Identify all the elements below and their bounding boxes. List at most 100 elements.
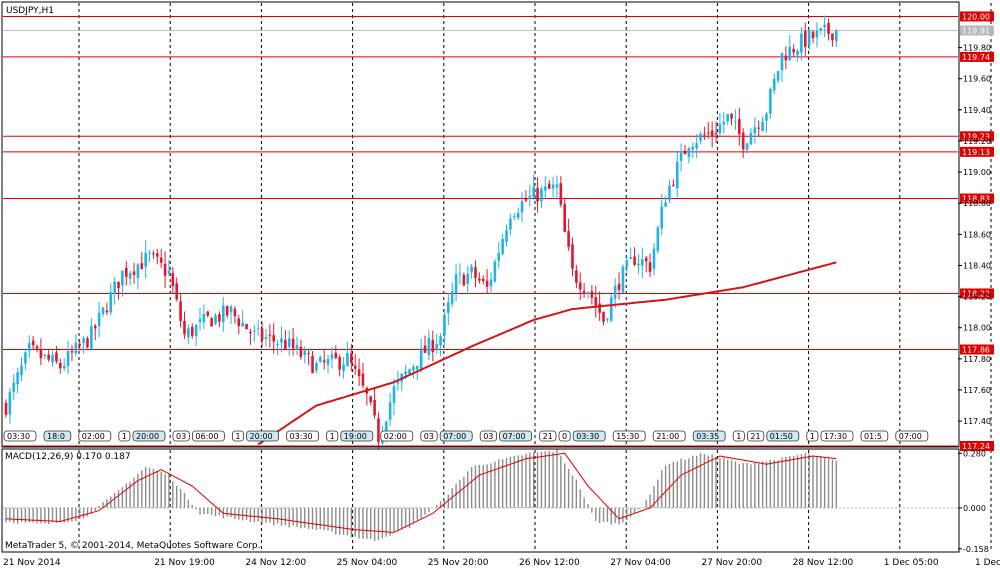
candle-body: [613, 285, 617, 299]
candle-body: [117, 281, 120, 289]
level-label: 119.74: [962, 53, 990, 62]
candle-body: [299, 347, 303, 357]
y-tick-label: 118.00: [963, 324, 991, 333]
candle-body: [12, 382, 16, 392]
event-badge-label: 03: [483, 432, 493, 441]
candle-body: [559, 183, 563, 205]
candle-body: [70, 351, 74, 353]
candle-body: [664, 202, 667, 207]
candle-body: [78, 343, 82, 346]
candle-body: [74, 342, 78, 354]
candle-body: [179, 301, 182, 321]
event-badge: [895, 430, 929, 442]
event-badge: [766, 430, 800, 442]
candle-body: [447, 302, 450, 314]
macd-panel: 0.280 0.000 -0.158: [3, 449, 989, 554]
event-badge-label: 20:00: [136, 432, 159, 441]
candle-body: [392, 386, 396, 403]
event-badge: [231, 430, 244, 442]
candle-body: [27, 343, 31, 352]
candle-body: [745, 143, 749, 150]
candle-body: [757, 127, 761, 129]
event-badge: [3, 430, 37, 442]
candle-body: [237, 318, 241, 327]
candle-body: [656, 227, 660, 252]
candle-body: [815, 30, 819, 38]
candle-body: [811, 31, 815, 39]
candle-body: [726, 114, 729, 122]
macd-tick-label: 0.000: [963, 504, 986, 513]
event-badge-label: 17:30: [824, 432, 847, 441]
candle-body: [788, 46, 792, 60]
y-tick-label: 118.80: [963, 199, 991, 208]
event-badge-label: 21:00: [656, 432, 679, 441]
event-badge: [420, 430, 438, 442]
candle-body: [214, 315, 217, 324]
event-badge-label: 01:5: [864, 432, 882, 441]
candle-body: [194, 324, 198, 337]
x-tick-label: 28 Nov 12:00: [793, 558, 854, 568]
candle-body: [276, 343, 279, 345]
x-tick-label: 27 Nov 04:00: [610, 558, 671, 568]
candle-body: [497, 253, 501, 261]
event-badge: [820, 430, 854, 442]
candle-body: [43, 354, 47, 356]
event-badge-label: 0: [562, 432, 567, 441]
event-badge: [558, 430, 571, 442]
y-tick-label: 119.80: [963, 44, 991, 53]
candle-body: [668, 185, 671, 201]
candle-body: [703, 134, 706, 136]
candle-body: [633, 256, 636, 265]
candle-body: [144, 252, 147, 267]
candle-body: [478, 278, 481, 281]
event-badge-label: 06:00: [195, 432, 218, 441]
x-tick-label: 1 Dec 05:00: [884, 558, 939, 568]
bid-label: 119.91: [962, 26, 990, 35]
candle-body: [567, 230, 570, 248]
candle-body: [675, 161, 679, 189]
event-badge-label: 03: [176, 432, 186, 441]
event-badge: [692, 430, 726, 442]
event-badge: [340, 430, 374, 442]
candle-body: [435, 344, 438, 350]
candle-body: [384, 421, 388, 435]
level-label: 117.24: [962, 442, 990, 451]
candle-body: [621, 266, 625, 293]
horizontal-levels[interactable]: 120.00 119.74 119.23 119.13 118.83 118.22 117.…: [3, 11, 994, 451]
event-badge: [479, 430, 498, 442]
candle-body: [516, 212, 520, 218]
y-tick-label: 119.60: [963, 75, 991, 84]
candle-body: [672, 184, 675, 186]
candle-body: [458, 273, 462, 275]
candle-body: [419, 348, 423, 369]
candle-body: [695, 143, 698, 149]
candle-body: [761, 121, 764, 131]
candle-body: [113, 281, 116, 294]
main-panel-frame: [1, 1, 960, 448]
event-badge-label: 1: [122, 432, 127, 441]
candle-body: [835, 30, 838, 42]
price-axis: 119.80119.60119.40119.20119.00118.80118.…: [958, 44, 991, 426]
candle-body: [322, 360, 326, 363]
candle-body: [652, 248, 656, 269]
candle-body: [47, 354, 50, 360]
event-badges[interactable]: 03:30 18:0 02:00 1 20:00 03 06:00 1 20:00 03:30 1 1…: [3, 430, 929, 442]
candle-body: [784, 55, 788, 61]
level-label: 117.86: [962, 346, 990, 355]
candle-body: [679, 151, 683, 161]
candle-body: [512, 215, 516, 217]
candle-body: [198, 319, 202, 323]
x-tick-label: 27 Nov 20:00: [701, 558, 762, 568]
event-badge-label: 03:30: [7, 432, 30, 441]
candle-body: [272, 335, 276, 342]
level-label-bg: [960, 131, 994, 142]
candle-body: [528, 195, 532, 200]
candle-body: [582, 290, 586, 293]
candle-body: [683, 150, 687, 155]
candle-body: [342, 364, 345, 372]
candle-body: [82, 337, 85, 344]
y-tick-label: 118.60: [963, 230, 991, 239]
candle-body: [699, 133, 702, 141]
candle-body: [617, 283, 621, 291]
